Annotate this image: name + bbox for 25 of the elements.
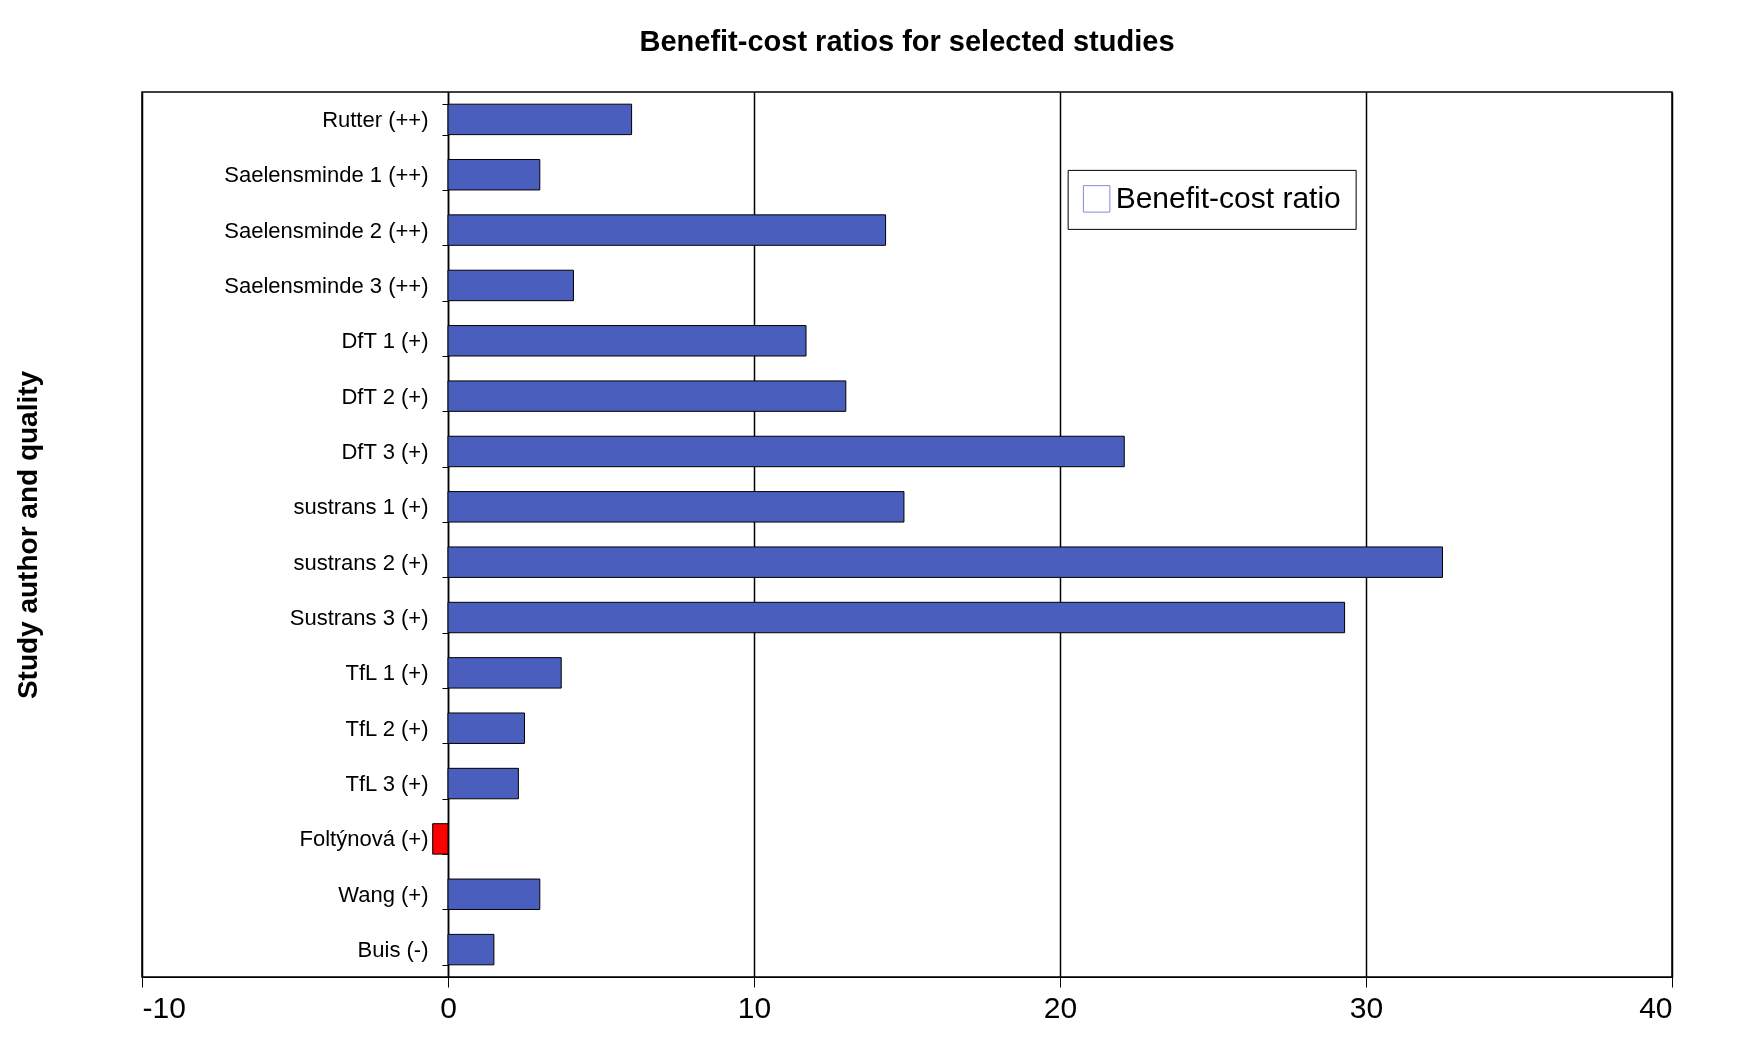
y-tick-label: Saelensminde 1 (++)	[224, 162, 429, 188]
y-tick-label: DfT 3 (+)	[341, 438, 429, 464]
chart-title: Benefit-cost ratios for selected studies	[639, 25, 1175, 57]
y-tick-label: TfL 3 (+)	[345, 771, 429, 797]
x-tick-label: 10	[737, 990, 772, 1024]
y-tick-label: Rutter (++)	[322, 106, 429, 132]
y-tick-label: sustrans 2 (+)	[293, 549, 429, 575]
y-tick-label: Saelensminde 2 (++)	[224, 217, 429, 243]
y-tick-label: sustrans 1 (+)	[293, 494, 429, 520]
x-tick-label: 20	[1043, 990, 1078, 1024]
y-tick-label: DfT 2 (+)	[341, 383, 429, 409]
x-tick-label: 40	[1639, 990, 1673, 1024]
y-tick-label: Wang (+)	[338, 881, 429, 907]
y-tick-label: Saelensminde 3 (++)	[224, 272, 429, 298]
x-tick-label: -10	[142, 990, 186, 1024]
legend-label: Benefit-cost ratio	[1115, 180, 1341, 214]
y-tick-label: Buis (-)	[357, 937, 429, 963]
y-tick-label: TfL 2 (+)	[345, 715, 429, 741]
x-tick-label: 30	[1349, 990, 1384, 1024]
x-tick-label: 0	[440, 990, 457, 1024]
y-tick-label: Foltýnová (+)	[299, 826, 429, 852]
y-axis-title: Study author and quality	[11, 370, 43, 700]
y-tick-label: TfL 1 (+)	[345, 660, 429, 686]
y-tick-label: DfT 1 (+)	[341, 328, 429, 354]
y-tick-label: Sustrans 3 (+)	[289, 605, 429, 631]
